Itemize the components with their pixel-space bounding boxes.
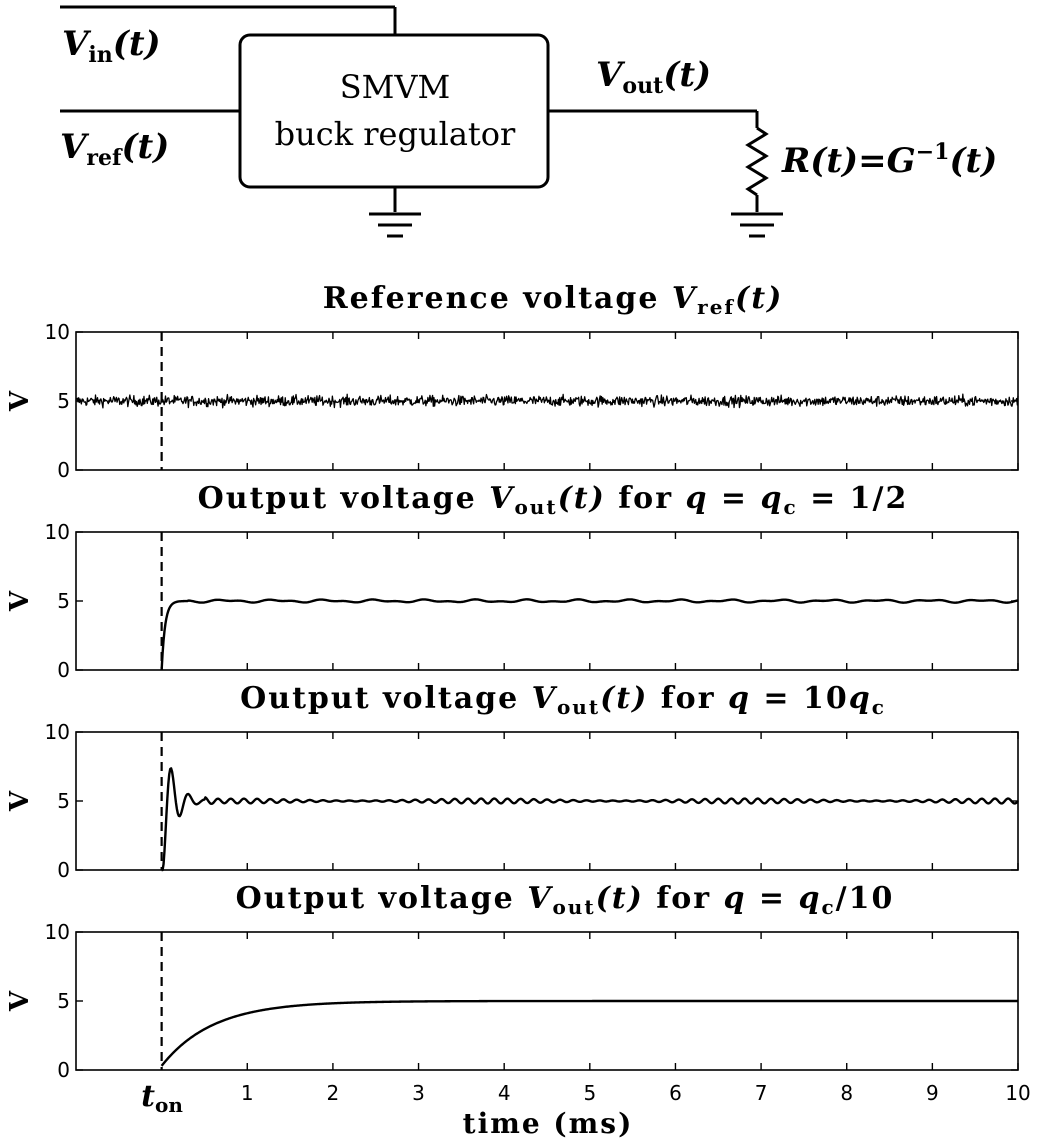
y-tick-label: 0 [57,858,70,882]
chart-4-title: Output voltage Vout(t) for q = qc/10 [236,881,895,919]
regulator-block [238,33,550,189]
x-tick-labels: 1 2 3 4 5 6 7 8 9 10 [241,1081,1031,1105]
y-tick-label: 10 [45,320,70,344]
block-label-line1: SMVM [340,68,451,106]
y-tick-label: 0 [57,658,70,682]
y-tick-label: 5 [57,989,70,1013]
y-tick-label: 5 [57,389,70,413]
vout-label: Vout(t) [596,55,711,99]
x-tick-label: 2 [327,1081,340,1105]
x-tick-label: 5 [583,1081,596,1105]
x-tick-label: 7 [755,1081,768,1105]
load-label: R(t)=G−1(t) [781,139,997,181]
y-tick-label: 5 [57,789,70,813]
x-tick-label: 3 [412,1081,425,1105]
resistor-icon [745,126,769,197]
x-tick-label: 6 [669,1081,682,1105]
chart-3: 0 5 10 V [5,720,1019,882]
circuit-diagram [60,5,769,212]
x-tick-label: 8 [840,1081,853,1105]
series-line [160,999,1019,1067]
x-tick-label: 9 [926,1081,939,1105]
chart-4: 0 5 10 V [5,920,1019,1082]
y-tick-label: 5 [57,589,70,613]
chart-2-title: Output voltage Vout(t) for q = qc = 1/2 [198,481,909,519]
vin-label: Vin(t) [62,24,161,68]
y-axis-label: V [5,390,35,412]
x-tick-label: 10 [1005,1081,1030,1105]
series-line [75,393,1019,409]
t-on-label: ton [141,1079,183,1117]
y-tick-label: 10 [45,520,70,544]
chart-3-title: Output voltage Vout(t) for q = 10qc [240,681,886,719]
chart-1: 0 5 10 V [5,320,1019,482]
y-axis-label: V [5,590,35,612]
chart-1-title: Reference voltage Vref(t) [323,281,784,319]
y-tick-label: 10 [45,920,70,944]
y-tick-label: 0 [57,1058,70,1082]
y-tick-label: 0 [57,458,70,482]
chart-2: 0 5 10 V [5,520,1019,682]
load-ground-icon [731,212,783,238]
y-axis-label: V [5,790,35,812]
block-label-line2: buck regulator [275,115,516,153]
x-axis-label: time (ms) [463,1107,634,1140]
x-tick-label: 1 [241,1081,254,1105]
x-tick-label: 4 [498,1081,511,1105]
series-line [160,598,1019,671]
vref-label: Vref(t) [60,127,169,171]
series-line [161,767,1019,872]
y-axis-label: V [5,990,35,1012]
y-tick-label: 10 [45,720,70,744]
ground-icon [369,212,421,238]
